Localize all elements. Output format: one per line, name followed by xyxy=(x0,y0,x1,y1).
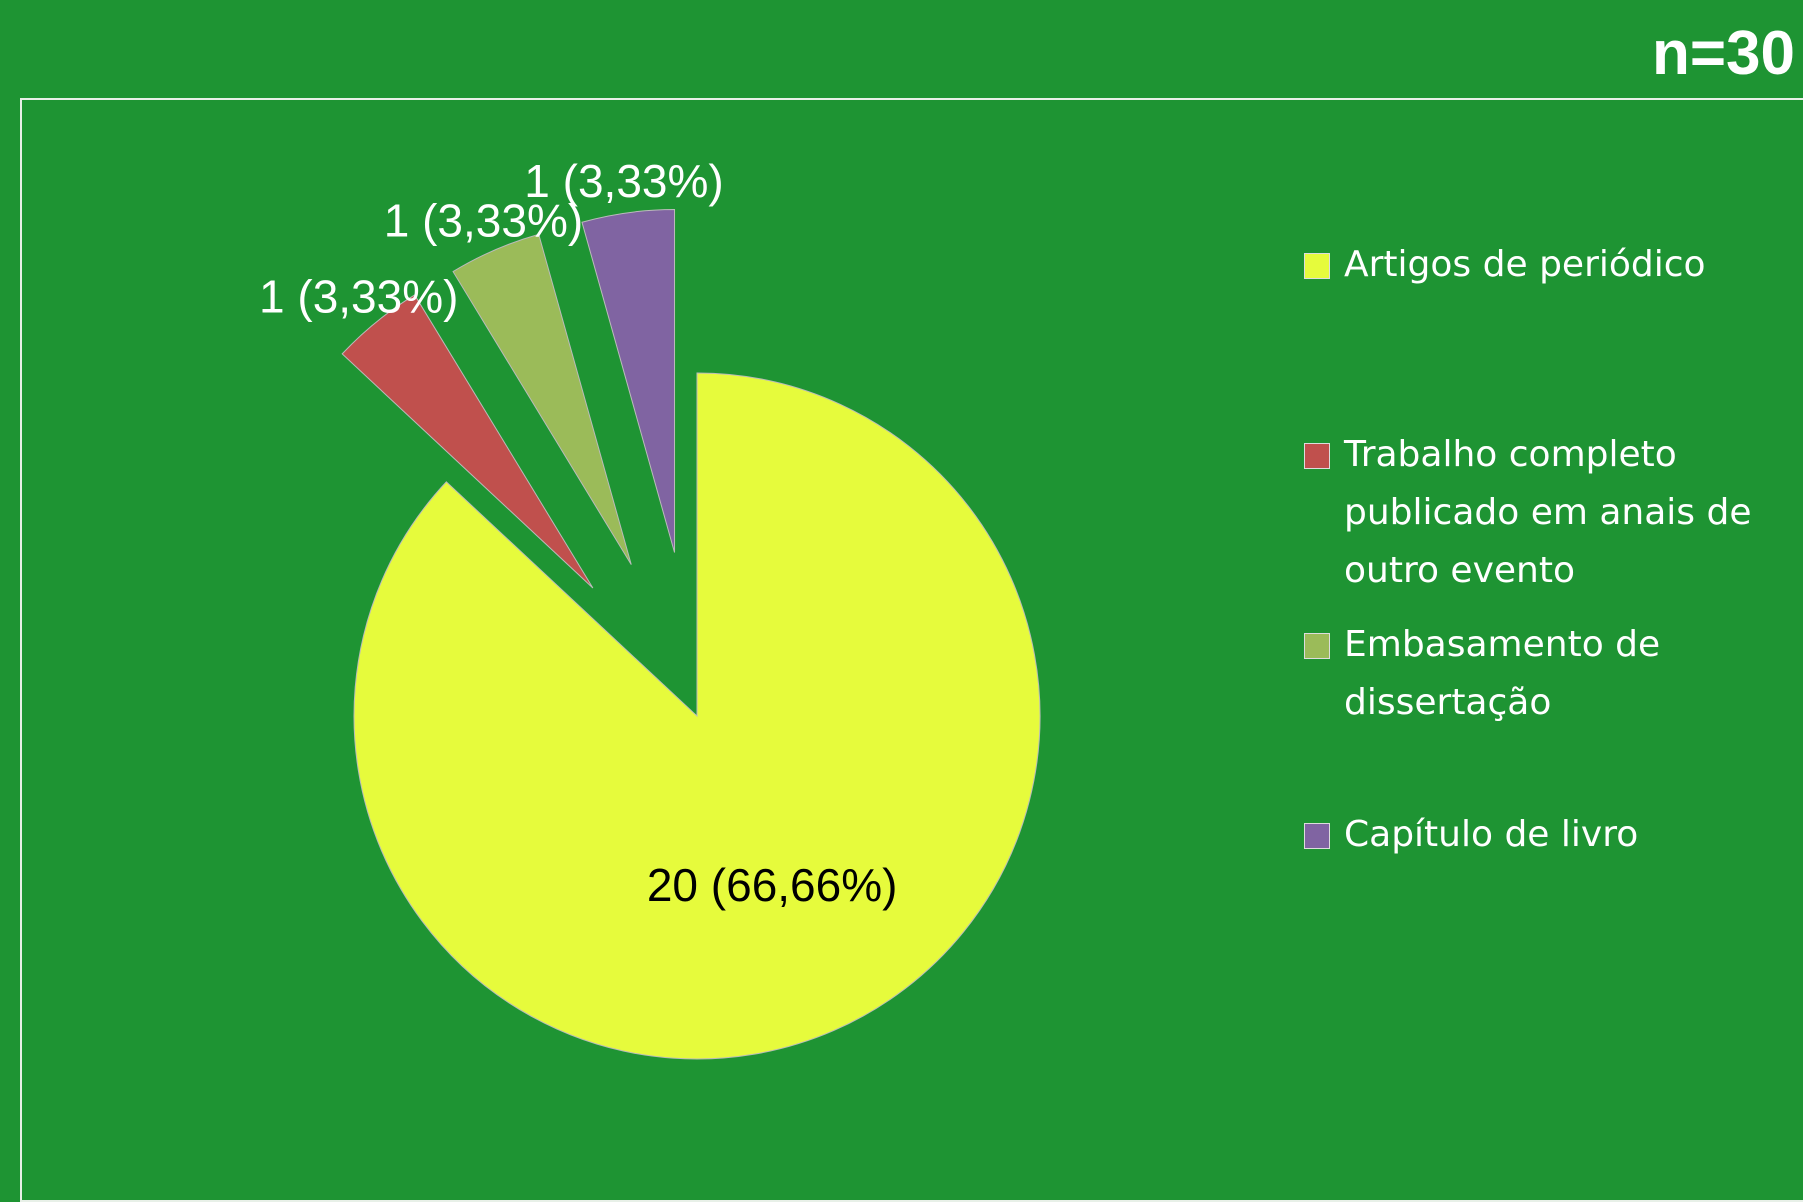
legend-item: Trabalho completo publicado em anais de … xyxy=(1300,426,1790,600)
legend-item: Embasamento de dissertação xyxy=(1300,616,1790,732)
legend-item: Capítulo de livro xyxy=(1300,806,1638,864)
data-label: 1 (3,33%) xyxy=(384,195,583,247)
page: n=30 20 (66,66%) 1 (3,33%) 1 (3,33%) 1 (3,3… xyxy=(20,19,1803,1202)
legend-label: Capítulo de livro xyxy=(1344,814,1639,855)
pie-slice xyxy=(452,233,632,565)
pie-slice xyxy=(341,294,594,589)
pie-slice xyxy=(581,209,676,553)
pie-slice xyxy=(353,372,1041,1060)
annotation: n=30 xyxy=(1651,19,1795,88)
legend-label: Trabalho completo publicado em anais de … xyxy=(1344,434,1752,591)
chart: 20 (66,66%)1 (3,33%)1 (3,33%)1 (3,33%) xyxy=(259,155,1041,1060)
data-label: 1 (3,33%) xyxy=(524,155,723,207)
legend-label: Embasamento de dissertação xyxy=(1344,624,1661,723)
legend-swatch xyxy=(1304,823,1330,849)
legend-swatch xyxy=(1304,633,1330,659)
data-label: 20 (66,66%) xyxy=(647,859,898,911)
legend-swatch xyxy=(1304,253,1330,279)
data-label: 1 (3,33%) xyxy=(259,270,458,322)
legend-swatch xyxy=(1304,443,1330,469)
legend-label: Artigos de periódico xyxy=(1344,244,1706,285)
legend-item: Artigos de periódico xyxy=(1300,236,1706,294)
